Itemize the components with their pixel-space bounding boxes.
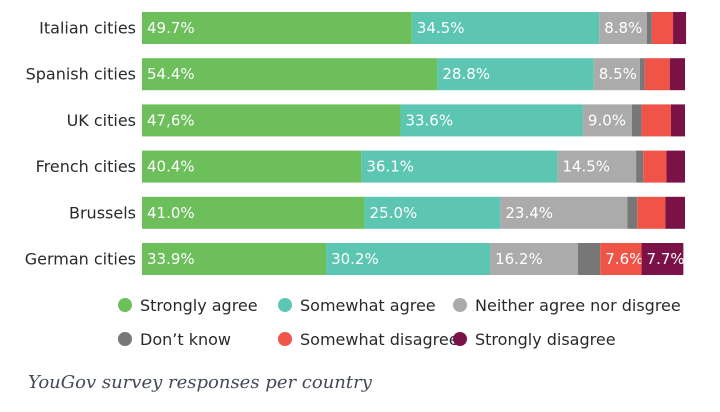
bar-segment	[593, 58, 640, 91]
bar-segment	[364, 196, 501, 229]
legend-item: Don’t know	[118, 328, 278, 350]
data-label: 25.0%	[370, 204, 418, 222]
legend-label: Don’t know	[140, 329, 231, 349]
data-label: 34.5%	[417, 19, 465, 37]
legend-swatch	[453, 332, 467, 346]
data-label: 8.5%	[599, 65, 637, 83]
legend-item: Strongly disagree	[453, 328, 708, 350]
data-label: 33.6%	[405, 111, 453, 129]
chart-caption: YouGov survey responses per country	[28, 372, 372, 393]
data-label: 40.4%	[147, 158, 195, 176]
bar-segment	[646, 12, 652, 44]
bar-segment	[582, 104, 632, 137]
chart-legend: Strongly agree Somewhat agree Neither agre…	[118, 294, 708, 350]
bar-segment	[142, 243, 327, 275]
bar-segment	[142, 104, 401, 137]
bar-segment	[666, 150, 685, 183]
bar-segment	[400, 104, 583, 137]
bar-segment	[142, 12, 412, 44]
data-label: 7.7%	[647, 250, 685, 268]
data-label: 36.1%	[366, 158, 414, 176]
bar-segment	[411, 12, 600, 44]
bar-segment	[651, 12, 674, 44]
category-label: French cities	[36, 157, 136, 176]
legend-swatch	[118, 298, 132, 312]
data-label: 41.0%	[147, 204, 195, 222]
bar-segment	[641, 243, 684, 275]
data-label: 30.2%	[331, 250, 379, 268]
bar-segment	[673, 12, 687, 44]
legend-swatch	[278, 332, 292, 346]
data-label: 54.4%	[147, 65, 195, 83]
data-label: 14.5%	[562, 158, 610, 176]
data-label: 9.0%	[588, 111, 626, 129]
bar-segment	[643, 150, 667, 183]
legend-swatch	[278, 298, 292, 312]
legend-label: Strongly disagree	[475, 329, 616, 349]
legend-item: Neither agree nor disgree	[453, 294, 708, 316]
bar-segment	[500, 196, 628, 229]
bar-segment	[557, 150, 637, 183]
bar-segment	[600, 243, 642, 275]
bar-segment	[627, 196, 638, 229]
bar-segment	[639, 58, 645, 91]
legend-item: Somewhat agree	[278, 294, 453, 316]
bar-segment	[631, 104, 642, 137]
category-label: German cities	[25, 250, 136, 269]
data-label: 47,6%	[147, 111, 195, 129]
bar-segment	[142, 58, 438, 91]
legend-swatch	[453, 298, 467, 312]
data-label: 28.8%	[442, 65, 490, 83]
category-label: UK cities	[67, 111, 136, 130]
bar-segment	[578, 243, 601, 275]
legend-label: Neither agree nor disgree	[475, 295, 681, 315]
legend-label: Somewhat agree	[300, 295, 436, 315]
bar-segment	[670, 104, 685, 137]
bar-segment	[490, 243, 579, 275]
legend-item: Strongly agree	[118, 294, 278, 316]
data-label: 7.6%	[605, 250, 643, 268]
legend-label: Somewhat disagree	[300, 329, 459, 349]
bar-segment	[326, 243, 491, 275]
bar-segment	[142, 150, 362, 183]
bar-segment	[665, 196, 685, 229]
legend-swatch	[118, 332, 132, 346]
bar-segment	[669, 58, 685, 91]
category-label: Italian cities	[39, 19, 136, 38]
bar-segment	[636, 150, 644, 183]
category-label: Brussels	[69, 203, 136, 222]
data-label: 8.8%	[604, 19, 642, 37]
bar-segment	[599, 12, 647, 44]
bar-segment	[637, 196, 666, 229]
legend-label: Strongly agree	[140, 295, 258, 315]
data-label: 49.7%	[147, 19, 195, 37]
data-label: 23.4%	[505, 204, 553, 222]
bar-segment	[644, 58, 670, 91]
bar-segment	[361, 150, 558, 183]
legend-item: Somewhat disagree	[278, 328, 459, 350]
stacked-bar-chart: Italian cities 49.7% 34.5% 8.8% Spanish citi…	[25, 12, 687, 275]
bar-segment	[641, 104, 671, 137]
bar-segment	[142, 196, 365, 229]
bar-segment	[437, 58, 594, 91]
data-label: 33.9%	[147, 250, 195, 268]
category-label: Spanish cities	[26, 65, 136, 84]
data-label: 16.2%	[495, 250, 543, 268]
